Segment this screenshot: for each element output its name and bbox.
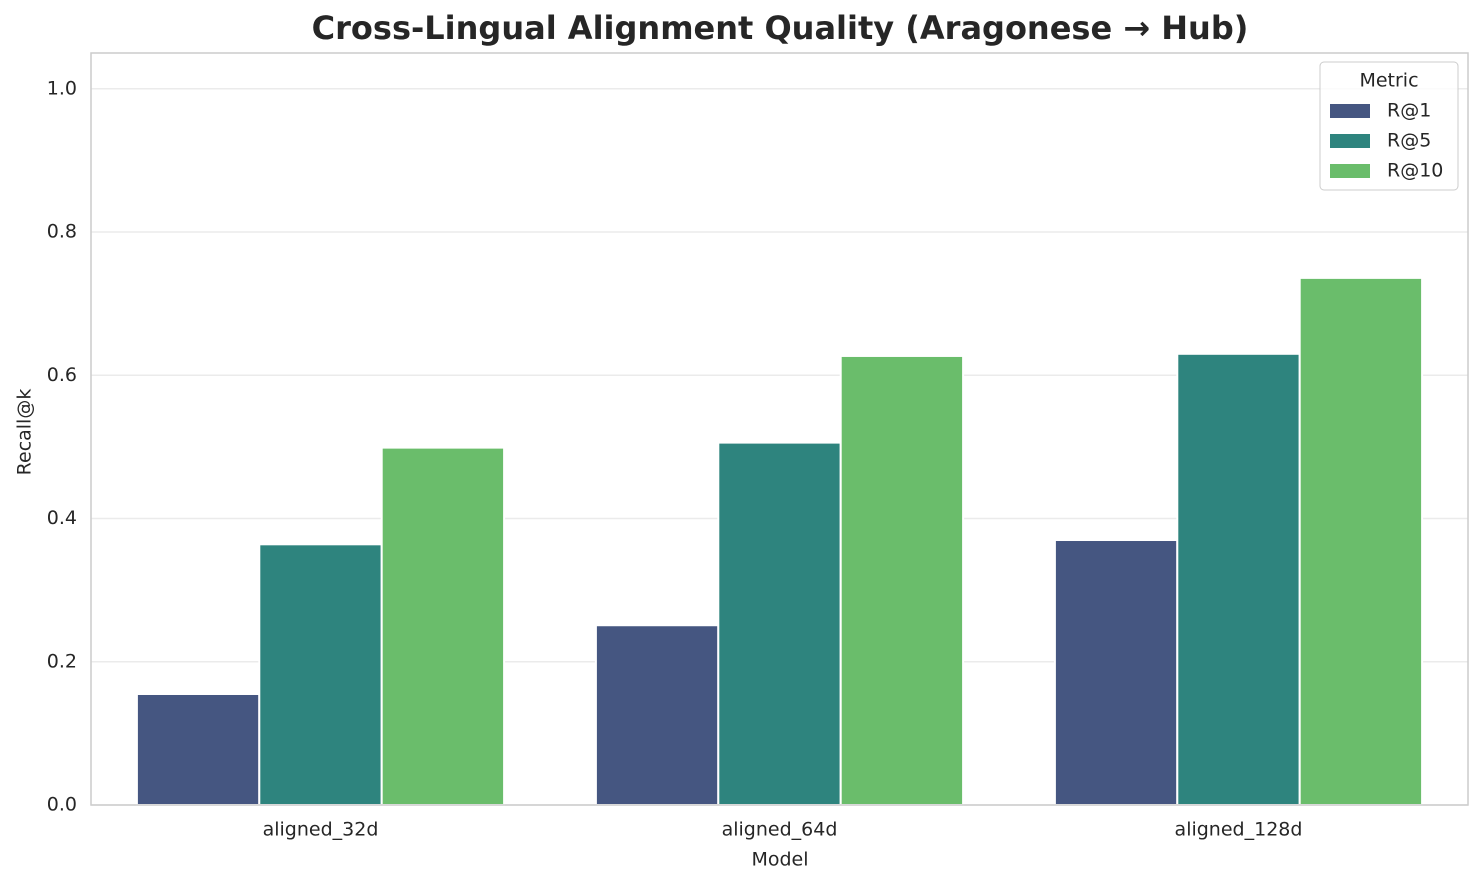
legend-label: R@1	[1387, 100, 1431, 122]
y-tick-label: 1.0	[47, 77, 77, 99]
y-tick-label: 0.2	[47, 650, 77, 672]
y-tick-label: 0.4	[47, 507, 77, 529]
bar	[717, 441, 842, 806]
bar	[1298, 276, 1424, 807]
x-tick-label: aligned_128d	[1175, 819, 1303, 841]
bar	[594, 624, 720, 807]
bar	[839, 354, 965, 806]
y-tick-label: 0.8	[47, 221, 77, 243]
bar	[1053, 539, 1179, 806]
x-axis-label: Model	[751, 849, 808, 871]
legend-label: R@5	[1387, 130, 1431, 152]
y-axis-label: Recall@k	[14, 389, 36, 476]
legend-swatch	[1330, 134, 1370, 148]
y-tick-label: 0.6	[47, 364, 77, 386]
y-tick-label: 0.0	[47, 794, 77, 816]
bar	[380, 446, 506, 806]
bar	[135, 692, 261, 806]
bar	[1176, 352, 1301, 806]
bar	[258, 543, 383, 806]
legend-swatch	[1330, 164, 1370, 178]
legend-box	[1319, 61, 1459, 191]
legend-label: R@10	[1387, 160, 1443, 182]
plot-frame	[90, 52, 1469, 806]
legend-swatch	[1330, 104, 1370, 118]
chart-title: Cross-Lingual Alignment Quality (Aragone…	[312, 9, 1249, 47]
legend-title: Metric	[1359, 70, 1418, 92]
x-tick-label: aligned_64d	[722, 819, 838, 841]
x-tick-label: aligned_32d	[263, 819, 379, 841]
